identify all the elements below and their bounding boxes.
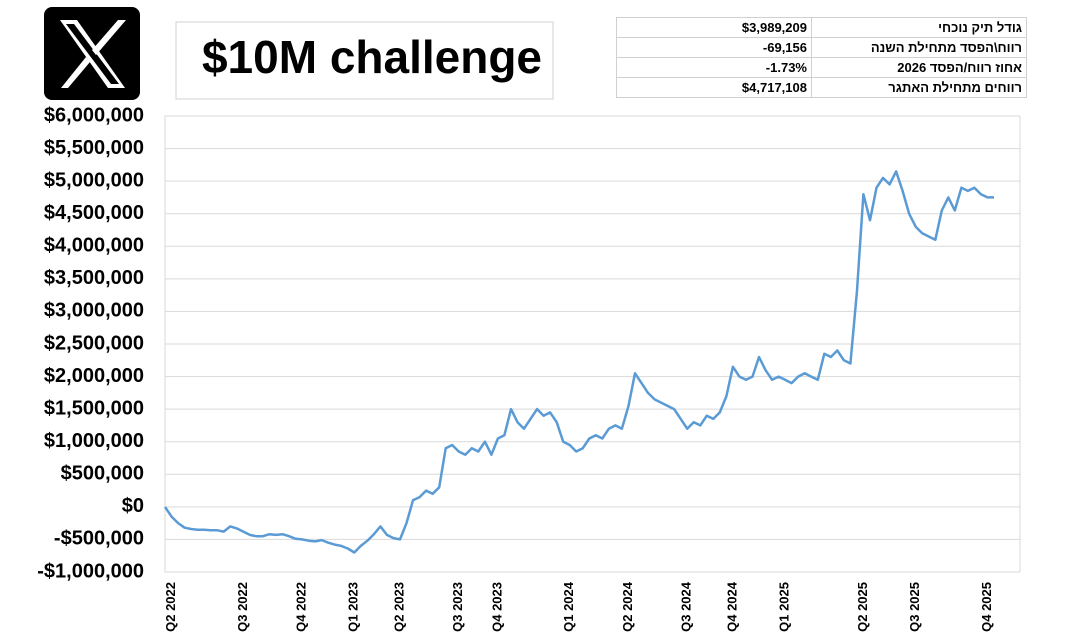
- row-label: רווח\הפסד מתחילת השנה: [811, 37, 1027, 58]
- x-tick-label: Q3 2023: [450, 582, 465, 632]
- x-tick-label: Q1 2025: [777, 582, 792, 632]
- y-tick-label: $5,500,000: [44, 137, 144, 159]
- row-value: -69,156: [616, 37, 812, 58]
- y-tick-label: $4,000,000: [44, 235, 144, 257]
- title-box: [175, 21, 554, 100]
- x-tick-label: Q4 2023: [489, 582, 504, 632]
- row-label: רווחים מתחילת האתגר: [811, 77, 1027, 98]
- x-tick-label: Q2 2025: [855, 582, 870, 632]
- y-tick-label: $3,000,000: [44, 300, 144, 322]
- x-tick-label: Q3 2022: [235, 582, 250, 632]
- x-tick-label: Q3 2025: [907, 582, 922, 632]
- x-logo-stroke: [61, 20, 126, 88]
- y-tick-label: $1,500,000: [44, 397, 144, 419]
- y-tick-label: $5,000,000: [44, 169, 144, 191]
- table-row: -1.73% אחוז רווח/הפסד 2026: [616, 57, 1027, 78]
- chart-title: $10M challenge: [202, 31, 542, 83]
- x-logo-cut: [66, 24, 119, 84]
- table-row: -69,156 רווח\הפסד מתחילת השנה: [616, 37, 1027, 58]
- row-label: גודל תיק נוכחי: [811, 17, 1027, 38]
- table-row: $3,989,209 גודל תיק נוכחי: [616, 17, 1027, 38]
- y-tick-label: -$1,000,000: [37, 560, 144, 582]
- row-label: אחוז רווח/הפסד 2026: [811, 57, 1027, 78]
- y-tick-label: $3,500,000: [44, 267, 144, 289]
- x-tick-label: Q2 2024: [620, 581, 635, 632]
- y-tick-label: -$500,000: [54, 528, 144, 550]
- summary-table: $3,989,209 גודל תיק נוכחי -69,156 רווח\הפסד…: [616, 17, 1027, 98]
- x-tick-label: Q2 2022: [163, 582, 178, 632]
- x-tick-label: Q3 2024: [679, 581, 694, 632]
- y-tick-label: $1,000,000: [44, 430, 144, 452]
- x-tick-label: Q4 2025: [979, 582, 994, 632]
- x-tick-label: Q1 2024: [561, 581, 576, 632]
- x-tick-label: Q4 2024: [724, 581, 739, 632]
- x-tick-label: Q2 2023: [391, 582, 406, 632]
- row-value: $3,989,209: [616, 17, 812, 38]
- table-row: $4,717,108 רווחים מתחילת האתגר: [616, 77, 1027, 98]
- y-tick-label: $2,500,000: [44, 332, 144, 354]
- row-value: -1.73%: [616, 57, 812, 78]
- y-tick-label: $500,000: [61, 463, 144, 485]
- x-tick-label: Q4 2022: [294, 582, 309, 632]
- y-tick-label: $2,000,000: [44, 365, 144, 387]
- y-tick-label: $6,000,000: [44, 104, 144, 126]
- row-value: $4,717,108: [616, 77, 812, 98]
- y-tick-label: $0: [122, 495, 144, 517]
- y-tick-label: $4,500,000: [44, 202, 144, 224]
- data-line: [163, 170, 994, 554]
- x-tick-label: Q1 2023: [346, 582, 361, 632]
